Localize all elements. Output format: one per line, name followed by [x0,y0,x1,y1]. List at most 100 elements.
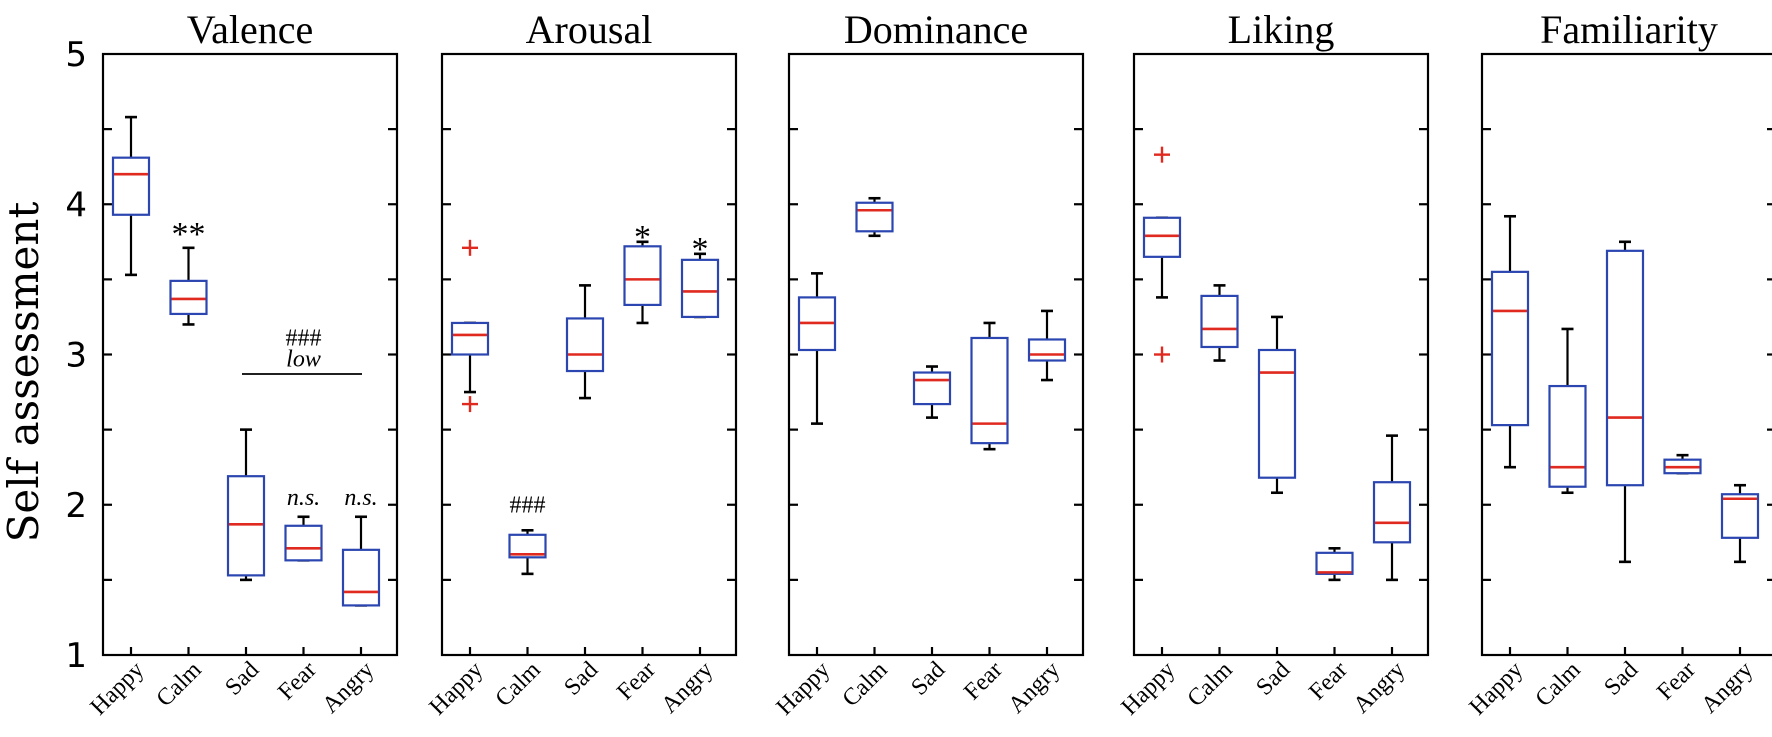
outlier-marker [462,239,478,256]
box-happy: Happy [772,272,837,721]
iqr-box [1200,294,1239,349]
iqr-box [1142,216,1182,258]
x-tick-label: Calm [838,657,893,712]
x-tick-label: Sad [220,657,264,701]
x-tick-label: Sad [559,657,603,701]
x-tick-label: Happy [86,657,150,721]
box-angry: Angry [1696,483,1760,719]
annotation: ### [510,492,546,518]
panel-title: Dominance [844,7,1028,52]
iqr-box [508,533,547,559]
x-tick-label: Fear [959,657,1008,706]
box-happy: Happy [425,239,490,721]
x-tick-label: Angry [656,657,718,719]
y-tick-label: 5 [65,35,87,75]
annotation: ** [172,216,206,253]
annotation: ### [286,325,322,351]
x-tick-label: Happy [425,657,489,721]
x-tick-label: Fear [273,657,322,706]
y-tick-label: 2 [65,486,87,526]
x-tick-label: Calm [491,657,546,712]
annotation: * [692,231,709,268]
iqr-box [623,245,662,307]
box-angry: Angry [317,515,381,719]
box-happy: Happy [86,115,151,721]
iqr-box [1027,338,1067,362]
x-tick-label: Happy [772,657,836,721]
panel-title: Liking [1228,7,1335,52]
outlier-marker [1154,146,1170,163]
iqr-box [912,371,952,406]
x-tick-label: Fear [1304,657,1353,706]
box-calm: Calm [838,196,894,712]
iqr-box [1372,481,1412,544]
x-tick-label: Sad [1599,657,1643,701]
annotation: low [286,347,321,373]
iqr-box [680,258,720,319]
iqr-box [226,475,266,577]
y-tick-label: 3 [65,336,87,376]
box-sad: Sad [1599,240,1645,701]
box-calm: Calm [152,246,208,712]
box-fear: Fear [273,515,323,706]
iqr-box [450,321,490,356]
box-fear: Fear [612,240,662,706]
x-tick-label: Sad [906,657,950,701]
outlier-marker [1154,346,1170,363]
box-calm: Calm [1183,284,1239,712]
box-angry: Angry [656,252,720,719]
box-happy: Happy [1465,214,1530,721]
iqr-box [1548,384,1587,488]
iqr-box [1605,249,1645,487]
annotation: n.s. [344,485,377,511]
iqr-box [341,548,381,607]
iqr-box [1720,493,1760,539]
box-happy: Happy [1117,146,1182,721]
x-tick-label: Happy [1465,657,1529,721]
y-tick-label: 4 [65,185,87,225]
annotation: n.s. [287,485,320,511]
x-tick-label: Fear [612,657,661,706]
x-tick-label: Calm [1183,657,1238,712]
x-tick-label: Angry [1696,657,1758,719]
x-tick-label: Happy [1117,657,1181,721]
iqr-box [565,317,605,373]
box-sad: Sad [1251,315,1297,701]
iqr-box [284,524,323,562]
iqr-box [1490,270,1530,427]
x-tick-label: Fear [1652,657,1701,706]
box-fear: Fear [1304,547,1354,706]
box-sad: Sad [906,365,952,701]
y-tick-label: 1 [65,636,87,676]
box-sad: Sad [559,284,605,701]
x-tick-label: Calm [152,657,207,712]
iqr-box [1315,551,1354,575]
annotation: * [634,219,651,256]
iqr-box [111,156,151,216]
box-sad: Sad [220,428,266,701]
y-axis-label: Self assessment [0,202,48,543]
x-tick-label: Angry [1348,657,1410,719]
iqr-box [169,279,208,316]
x-tick-label: Calm [1531,657,1586,712]
box-angry: Angry [1348,434,1412,719]
iqr-box [855,201,894,233]
iqr-box [1257,348,1297,479]
box-fear: Fear [959,321,1009,706]
x-tick-label: Angry [317,657,379,719]
panel-title: Arousal [526,7,653,52]
iqr-box [970,336,1009,445]
box-calm: Calm [491,528,547,712]
x-tick-label: Sad [1251,657,1295,701]
outlier-marker [462,396,478,413]
panel-title: Familiarity [1540,7,1718,52]
box-angry: Angry [1003,309,1067,719]
panel-title: Valence [187,7,314,52]
